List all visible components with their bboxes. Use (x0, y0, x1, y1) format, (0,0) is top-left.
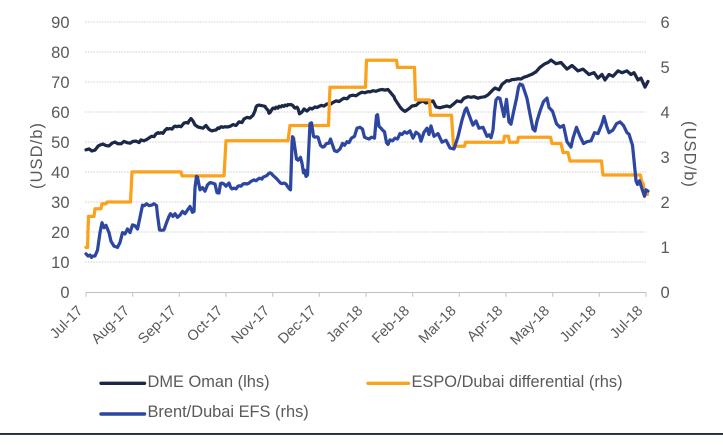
svg-text:(USD/b): (USD/b) (681, 121, 699, 188)
svg-text:10: 10 (51, 254, 69, 272)
svg-text:0: 0 (661, 284, 670, 302)
svg-text:ESPO/Dubai differential (rhs): ESPO/Dubai differential (rhs) (412, 373, 623, 391)
svg-text:DME Oman (lhs): DME Oman (lhs) (148, 373, 270, 391)
svg-text:90: 90 (51, 14, 69, 32)
svg-text:80: 80 (51, 44, 69, 62)
svg-text:2: 2 (661, 194, 670, 212)
svg-text:20: 20 (51, 224, 69, 242)
svg-text:Brent/Dubai EFS (rhs): Brent/Dubai EFS (rhs) (148, 403, 309, 421)
svg-text:0: 0 (60, 284, 69, 302)
svg-text:50: 50 (51, 134, 69, 152)
svg-text:(USD/b): (USD/b) (28, 122, 46, 189)
svg-text:6: 6 (661, 14, 670, 32)
svg-text:30: 30 (51, 194, 69, 212)
svg-text:5: 5 (661, 59, 670, 77)
svg-text:4: 4 (661, 104, 670, 122)
svg-text:40: 40 (51, 164, 69, 182)
svg-text:70: 70 (51, 74, 69, 92)
svg-text:1: 1 (661, 239, 670, 257)
svg-text:60: 60 (51, 104, 69, 122)
svg-text:3: 3 (661, 149, 670, 167)
